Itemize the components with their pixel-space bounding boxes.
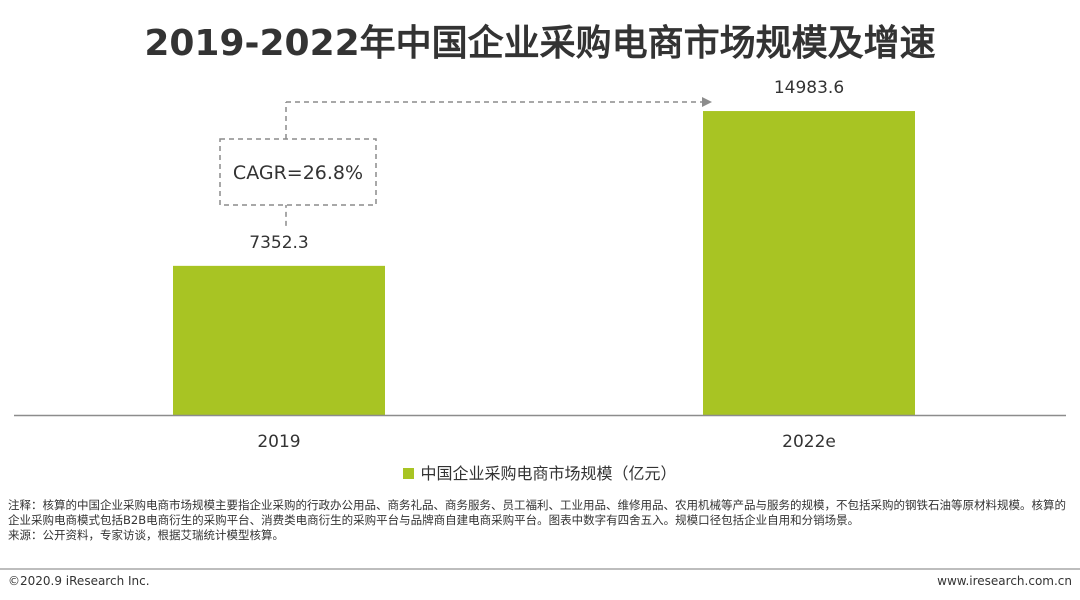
cagr-label: CAGR=26.8%: [233, 162, 363, 184]
legend: 中国企业采购电商市场规模（亿元）: [0, 460, 1080, 484]
legend-swatch: [403, 468, 415, 479]
source-text: 来源：公开资料，专家访谈，根据艾瑞统计模型核算。: [8, 528, 284, 542]
footer-divider: [0, 568, 1080, 570]
legend-label: 中国企业采购电商市场规模（亿元）: [420, 464, 677, 483]
bar-2019: [173, 265, 385, 415]
chart-title: 2019-2022年中国企业采购电商市场规模及增速: [144, 23, 936, 64]
x-tick-label-2019: 2019: [257, 432, 300, 452]
bar-2022e: [703, 111, 915, 416]
footnotes: 注释：核算的中国企业采购电商市场规模主要指企业采购的行政办公用品、商务礼品、商务…: [8, 498, 1072, 543]
copyright: ©2020.9 iResearch Inc.: [8, 574, 150, 588]
note-text: 注释：核算的中国企业采购电商市场规模主要指企业采购的行政办公用品、商务礼品、商务…: [8, 498, 1066, 527]
website-link: www.iresearch.com.cn: [937, 574, 1072, 588]
cagr-box: [219, 138, 377, 206]
x-tick-label-2022e: 2022e: [782, 432, 836, 452]
data-label-2019: 7352.3: [249, 233, 308, 253]
bar-chart: 7352.3 2019 14983.6 2022e CAGR=26.8%: [14, 78, 1066, 452]
cagr-arrowhead: [702, 97, 712, 107]
data-label-2022e: 14983.6: [774, 78, 844, 98]
